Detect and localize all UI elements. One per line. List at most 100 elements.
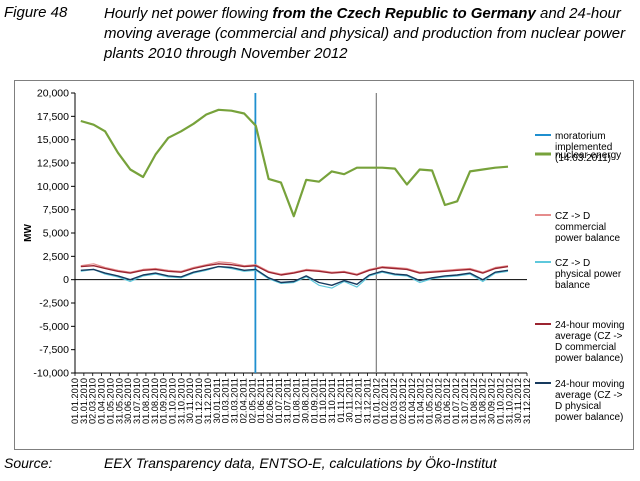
- title-part-2: and 24-hour moving average (commercial a…: [104, 5, 626, 62]
- x-tick-label: 31.12.2010: [203, 378, 213, 424]
- x-tick-label: 01.06.2011: [256, 378, 266, 423]
- series-line-1: [80, 108, 509, 218]
- x-tick-label: 01.04.2012: [407, 378, 417, 424]
- x-tick-label: 31.08.2012: [478, 378, 488, 424]
- x-tick-label: 01.01.2010: [70, 378, 80, 424]
- chart-svg: -10,000 -7,500 -5,000 -2,500 0 2,500 5,000 7,50…: [23, 88, 624, 424]
- legend-label-line: balance: [555, 280, 590, 291]
- y-tick-label: 12,500: [37, 158, 69, 170]
- x-tick-label: 01.04.2010: [97, 378, 107, 424]
- x-tick-label: 01.10.2010: [167, 378, 177, 424]
- x-tick-label: 01.05.2010: [105, 378, 115, 424]
- y-tick-label: 17,500: [37, 111, 69, 123]
- x-tick-label: 30.01.2011: [212, 378, 222, 423]
- legend-label-line: 24-hour moving: [555, 320, 624, 331]
- x-tick-label: 30.11.2011: [345, 378, 355, 423]
- chart-frame: -10,000 -7,500 -5,000 -2,500 0 2,500 5,000 7,50…: [14, 80, 634, 450]
- series-line-4: [80, 263, 509, 276]
- legend-label: 24-hour moving average (CZ -> D physical po…: [555, 379, 624, 423]
- x-tick-label: 01.01.2012: [371, 378, 381, 424]
- legend-label-line: moratorium: [555, 131, 606, 142]
- x-tick-label: 02.04.2011: [238, 378, 248, 423]
- x-tick-label: 01.09.2010: [159, 378, 169, 424]
- y-tick-label: 15,000: [37, 134, 69, 146]
- source-label: Source:: [4, 455, 53, 471]
- legend-label: 24-hour moving average (CZ -> D commercial…: [555, 320, 624, 364]
- legend-label-line: nuclear energy: [555, 150, 621, 161]
- x-tick-label: 01.07.2011: [274, 378, 284, 423]
- x-tick-label: 30.11.2012: [513, 378, 523, 423]
- legend-label-line: average (CZ ->: [555, 390, 623, 401]
- legend-label: moratorium implemented (14.03.2011): [555, 131, 612, 164]
- x-tick-label: 31.04.2012: [416, 378, 426, 424]
- legend-label-line: average (CZ ->: [555, 331, 623, 342]
- y-tick-label: -10,000: [33, 368, 69, 380]
- x-tick-label: 01.11.2011: [336, 378, 346, 423]
- x-tick-label: 31.12.2011: [362, 378, 372, 423]
- figure-caption: Figure 48 Hourly net power flowing from …: [0, 0, 640, 64]
- legend-label: nuclear energy: [555, 150, 621, 161]
- legend-label-line: power balance): [555, 412, 623, 423]
- x-tick-label: 31.10.2012: [504, 378, 514, 424]
- legend-label-line: D commercial: [555, 342, 616, 353]
- x-tick-label: 31.03.2011: [230, 378, 240, 423]
- x-tick-label: 31.08.2010: [150, 378, 160, 424]
- figure-label: Figure 48: [4, 4, 68, 21]
- x-tick-label: 01.07.2012: [451, 378, 461, 424]
- x-tick-label: 30.06.2010: [123, 378, 133, 424]
- x-tick-label: 30.05.2012: [433, 378, 443, 424]
- title-bold-part: from the Czech Republic to Germany: [272, 5, 536, 22]
- x-tick-label: 31.01.2010: [79, 378, 89, 424]
- x-tick-label: 30.11.2010: [185, 378, 195, 423]
- y-axis-label: MW: [23, 224, 34, 242]
- legend-label-line: implemented: [555, 142, 612, 153]
- y-tick-label: -5,000: [39, 321, 69, 333]
- legend-label-line: physical power: [555, 269, 622, 280]
- y-tick-label: 0: [63, 274, 69, 286]
- legend-label-line: power balance: [555, 233, 620, 244]
- x-tick-label: 01.08.2011: [292, 378, 302, 423]
- x-tick-label: 31.12.2012: [522, 378, 532, 424]
- series-line-5: [80, 265, 509, 286]
- x-tick-label: 01.02.2012: [380, 378, 390, 424]
- x-tick-label: 31.10.2011: [327, 378, 337, 423]
- series-line-3: [80, 266, 509, 289]
- y-tick-label: 7,500: [43, 204, 69, 216]
- y-tick-label: 2,500: [43, 251, 69, 263]
- series-line-2: [80, 261, 509, 275]
- x-tick-label: 31.10.2010: [176, 378, 186, 424]
- x-tick-label: 31.07.2010: [132, 378, 142, 424]
- x-tick-label: 01.08.2012: [469, 378, 479, 424]
- x-tick-label: 01.10.2011: [318, 378, 328, 423]
- x-tick-label: 31.05.2010: [114, 378, 124, 424]
- source-text: EEX Transparency data, ENTSO-E, calculat…: [104, 455, 497, 471]
- x-tick-label: 30.09.2012: [487, 378, 497, 424]
- x-tick-label: 01.12.2011: [354, 378, 364, 423]
- y-tick-label: -2,500: [39, 298, 69, 310]
- y-tick-label: 5,000: [43, 228, 69, 240]
- x-tick-label: 02.03.2012: [398, 378, 408, 424]
- legend-label-line: commercial: [555, 222, 606, 233]
- legend-label-line: power balance): [555, 353, 623, 364]
- x-tick-label: 01.03.2011: [221, 378, 231, 423]
- y-tick-label: 10,000: [37, 181, 69, 193]
- legend-label-line: (14.03.2011): [555, 153, 611, 164]
- x-tick-label: 01.08.2010: [141, 378, 151, 424]
- legend-label-line: CZ -> D: [555, 211, 590, 222]
- x-tick-label: 02.06.2011: [265, 378, 275, 423]
- x-tick-label: 01.12.2010: [194, 378, 204, 424]
- x-tick-label: 01.09.2011: [309, 378, 319, 423]
- x-tick-label: 01.06.2012: [442, 378, 452, 424]
- figure-title: Hourly net power flowing from the Czech …: [104, 4, 638, 64]
- y-tick-label: 20,000: [37, 88, 69, 100]
- legend-label-line: CZ -> D: [555, 258, 590, 269]
- x-tick-label: 01.03.2012: [389, 378, 399, 424]
- title-part-1: Hourly net power flowing: [104, 5, 273, 22]
- x-tick-label: 02.03.2010: [88, 378, 98, 424]
- x-tick-label: 30.08.2011: [300, 378, 310, 423]
- legend-label-line: D physical: [555, 401, 601, 412]
- x-tick-label: 01.05.2012: [425, 378, 435, 424]
- y-tick-label: -7,500: [39, 344, 69, 356]
